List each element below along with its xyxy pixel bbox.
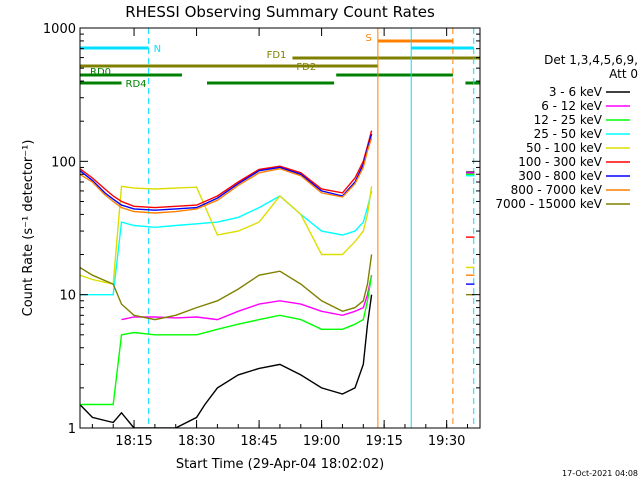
status-label-rd0: RD0 xyxy=(90,67,111,78)
series-line-5 xyxy=(80,185,373,285)
x-tick-label-6: 19:30 xyxy=(428,434,465,449)
legend-label-4: 25 - 50 keV xyxy=(534,127,603,141)
y-tick-label-4: 1000 xyxy=(43,22,76,37)
status-label-rd4: RD4 xyxy=(126,79,147,90)
series-line-6 xyxy=(80,130,373,209)
series-line-1 xyxy=(80,294,373,428)
legend-label-2: 6 - 12 keV xyxy=(541,99,603,113)
series-line-9 xyxy=(80,254,373,321)
legend-header-line1: Det 1,3,4,5,6,9, xyxy=(544,53,638,67)
legend-label-9: 7000 - 15000 keV xyxy=(495,197,602,211)
x-axis-label: Start Time (29-Apr-04 18:02:02) xyxy=(176,457,384,472)
status-label-n: N xyxy=(154,44,161,55)
series-line-8 xyxy=(80,137,373,214)
y-tick-label-1: 1 xyxy=(68,422,76,437)
legend-label-1: 3 - 6 keV xyxy=(549,85,603,99)
legend-label-7: 300 - 800 keV xyxy=(518,169,602,183)
x-tick-label-3: 18:45 xyxy=(240,434,277,449)
y-axis-label: Count Rate (s⁻¹ detector⁻¹) xyxy=(21,140,36,317)
legend-label-8: 800 - 7000 keV xyxy=(511,183,603,197)
legend-label-6: 100 - 300 keV xyxy=(518,155,602,169)
status-label-fd1: FD1 xyxy=(267,50,287,61)
x-tick-label-5: 19:15 xyxy=(365,434,402,449)
series-line-3 xyxy=(80,275,373,406)
series-line-2 xyxy=(121,275,373,321)
legend-label-5: 50 - 100 keV xyxy=(526,141,603,155)
y-tick-label-3: 100 xyxy=(51,155,76,170)
legend-label-3: 12 - 25 keV xyxy=(534,113,603,127)
legend-header-line2: Att 0 xyxy=(609,67,638,81)
series-line-4 xyxy=(80,190,373,296)
series-layer xyxy=(80,130,475,428)
x-tick-label-4: 19:00 xyxy=(303,434,340,449)
axes: 18:15 18:30 18:45 19:00 19:15 19:30 1 10 100 1000 xyxy=(43,22,480,449)
x-tick-label-2: 18:30 xyxy=(178,434,215,449)
status-bars: N S FD1 FD2 RD0 RD4 xyxy=(80,33,480,90)
status-label-fd2: FD2 xyxy=(296,62,316,73)
chart-title: RHESSI Observing Summary Count Rates xyxy=(125,3,435,21)
y-tick-label-2: 10 xyxy=(59,289,76,304)
series-line-7 xyxy=(80,133,373,211)
status-label-s: S xyxy=(366,33,372,44)
x-tick-label-1: 18:15 xyxy=(115,434,152,449)
footer-timestamp: 17-Oct-2021 04:08 xyxy=(562,469,638,478)
